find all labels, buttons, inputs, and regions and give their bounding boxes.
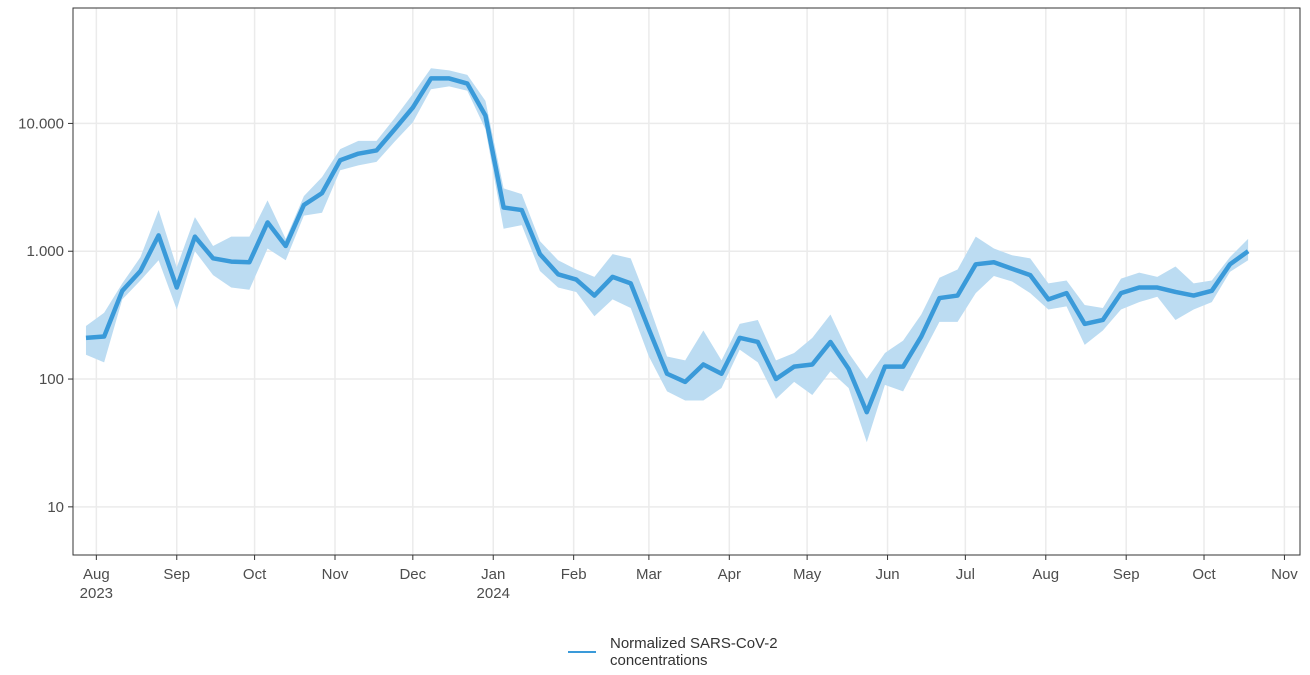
y-tick-label: 1.000	[26, 243, 64, 260]
legend: Normalized SARS-CoV-2 concentrations	[568, 635, 825, 669]
x-tick-label: Nov	[322, 566, 349, 583]
x-tick-label: Oct	[243, 566, 267, 583]
x-tick-label: Aug 2023	[80, 566, 113, 602]
x-tick-label: May	[793, 566, 822, 583]
x-tick-label: Jul	[956, 566, 975, 583]
x-tick-label: Aug	[1032, 566, 1059, 583]
chart: 10 100 1.000 10.000 Aug 2023 Sep Oct Nov Dec Jan 20…	[18, 7, 1301, 602]
y-tick-label: 100	[39, 371, 64, 388]
x-tick-label: Dec	[399, 566, 426, 583]
y-tick-label: 10	[47, 499, 64, 516]
x-tick-label: Feb	[561, 566, 587, 583]
x-tick-label: Jun	[875, 566, 899, 583]
x-tick-label: Sep	[163, 566, 190, 583]
x-tick-label: Oct	[1192, 566, 1216, 583]
x-tick-label: Nov	[1271, 566, 1298, 583]
confidence-band	[85, 68, 1249, 443]
x-tick-label: Sep	[1113, 566, 1140, 583]
x-tick-label: Apr	[718, 566, 741, 583]
plot-border	[72, 7, 1301, 556]
x-tick-label: Jan 2024	[477, 566, 510, 602]
x-tick-label: Mar	[636, 566, 662, 583]
legend-label: Normalized SARS-CoV-2 concentrations	[610, 635, 778, 669]
legend-swatch	[568, 651, 596, 653]
line	[85, 76, 1250, 415]
y-tick-label: 10.000	[18, 115, 64, 132]
